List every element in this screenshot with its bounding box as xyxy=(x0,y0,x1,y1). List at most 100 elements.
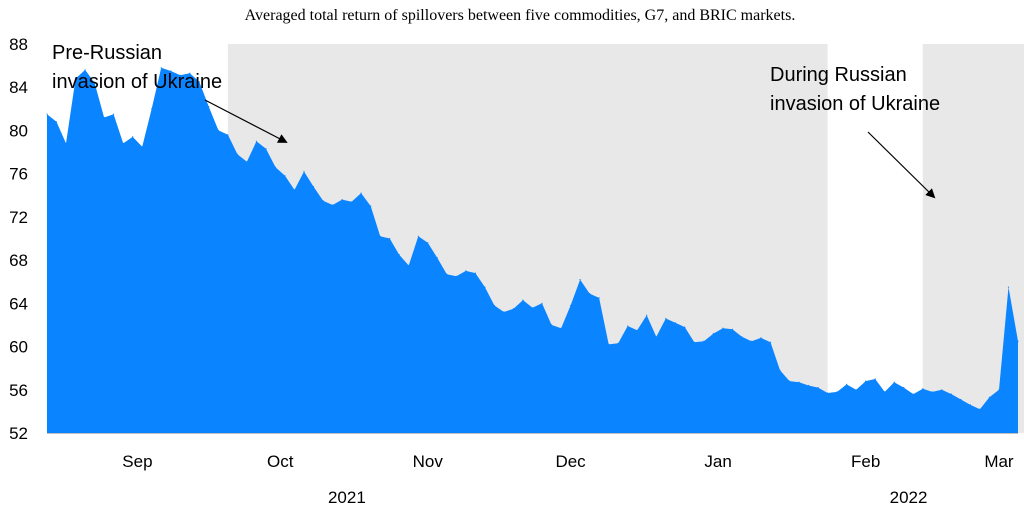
data-point xyxy=(75,78,77,80)
data-point xyxy=(246,161,248,163)
data-point xyxy=(274,166,277,168)
annotation-pre-invasion-line: invasion of Ukraine xyxy=(52,71,222,93)
area-series xyxy=(46,67,1019,434)
data-point xyxy=(1017,340,1019,342)
x-tick-label: Mar xyxy=(984,452,1014,471)
data-point xyxy=(865,380,867,382)
data-point xyxy=(103,116,105,119)
data-point xyxy=(322,200,324,202)
y-tick-label: 88 xyxy=(9,35,28,54)
data-point xyxy=(417,235,419,237)
data-point xyxy=(360,192,362,194)
data-point xyxy=(113,113,115,115)
data-point xyxy=(646,314,648,316)
area-fill xyxy=(47,67,1018,434)
data-point xyxy=(979,408,981,410)
data-point xyxy=(160,67,162,69)
x-axis: Sep Oct Nov Dec Jan Feb Mar 2021 2022 xyxy=(47,433,1018,507)
data-point xyxy=(55,121,58,123)
data-point xyxy=(236,153,238,155)
y-axis: 52 56 60 64 68 72 76 80 84 88 xyxy=(9,35,28,443)
x-tick-label: Oct xyxy=(267,452,294,471)
annotation-during-invasion-line: invasion of Ukraine xyxy=(770,93,940,115)
data-point xyxy=(846,383,848,385)
data-point xyxy=(531,307,534,309)
data-point xyxy=(788,380,791,382)
x-tick-label: Nov xyxy=(413,452,444,471)
data-point xyxy=(170,70,172,72)
data-point xyxy=(493,304,495,307)
data-point xyxy=(550,324,553,326)
data-point xyxy=(341,199,343,201)
data-point xyxy=(379,235,381,237)
data-point xyxy=(950,393,953,395)
data-point xyxy=(65,142,67,144)
annotation-arrow-during xyxy=(867,131,936,199)
data-point xyxy=(741,336,743,338)
data-point xyxy=(636,329,638,331)
data-point xyxy=(988,396,991,398)
x-tick-label: Dec xyxy=(555,452,586,471)
annotation-during-invasion-line: During Russian xyxy=(770,64,907,86)
data-point xyxy=(608,343,610,345)
y-tick-label: 60 xyxy=(9,338,28,357)
data-point xyxy=(293,189,296,191)
data-point xyxy=(179,74,181,76)
data-point xyxy=(189,72,191,74)
data-point xyxy=(427,242,429,244)
data-point xyxy=(817,387,819,389)
y-tick-label: 68 xyxy=(9,251,28,270)
y-tick-label: 76 xyxy=(9,165,28,184)
data-point xyxy=(884,391,886,393)
data-point xyxy=(931,391,933,393)
data-point xyxy=(122,142,124,144)
data-point xyxy=(560,327,562,329)
data-point xyxy=(1007,286,1010,288)
data-point xyxy=(522,299,524,301)
data-point xyxy=(893,381,895,383)
data-point xyxy=(922,388,924,390)
data-point xyxy=(303,170,305,173)
data-point xyxy=(94,82,96,84)
data-point xyxy=(589,293,591,295)
annotations: Pre-Russian invasion of Ukraine During Rus… xyxy=(52,42,940,199)
data-point xyxy=(446,273,448,275)
y-tick-label: 52 xyxy=(9,424,28,443)
x-tick-label: Sep xyxy=(122,452,152,471)
data-point xyxy=(389,237,391,240)
x-tick-label: Feb xyxy=(851,452,880,471)
data-point xyxy=(455,275,457,277)
data-point xyxy=(332,204,334,206)
data-point xyxy=(579,279,581,281)
data-point xyxy=(398,254,400,256)
data-point xyxy=(722,327,724,329)
data-point xyxy=(208,106,210,108)
data-point xyxy=(836,391,838,393)
y-tick-label: 56 xyxy=(9,381,28,400)
x-tick-label: Jan xyxy=(704,452,731,471)
data-point xyxy=(465,270,467,272)
annotation-arrow-pre xyxy=(204,99,288,143)
data-point xyxy=(760,337,762,339)
data-point xyxy=(570,304,572,307)
data-point xyxy=(84,69,86,71)
year-label: 2022 xyxy=(890,488,928,507)
data-point xyxy=(617,342,619,344)
data-point xyxy=(217,129,219,131)
y-tick-label: 64 xyxy=(9,294,28,313)
data-point xyxy=(827,392,829,394)
data-point xyxy=(874,378,876,380)
data-point xyxy=(284,175,286,177)
data-point xyxy=(512,308,515,310)
data-point xyxy=(731,328,734,330)
data-point xyxy=(903,387,905,389)
data-point xyxy=(750,340,753,342)
data-point xyxy=(808,384,810,387)
data-point xyxy=(541,302,543,304)
data-point xyxy=(941,389,943,391)
data-point xyxy=(674,322,676,324)
data-point xyxy=(855,389,857,391)
data-point xyxy=(436,257,438,259)
data-point xyxy=(998,389,1000,391)
